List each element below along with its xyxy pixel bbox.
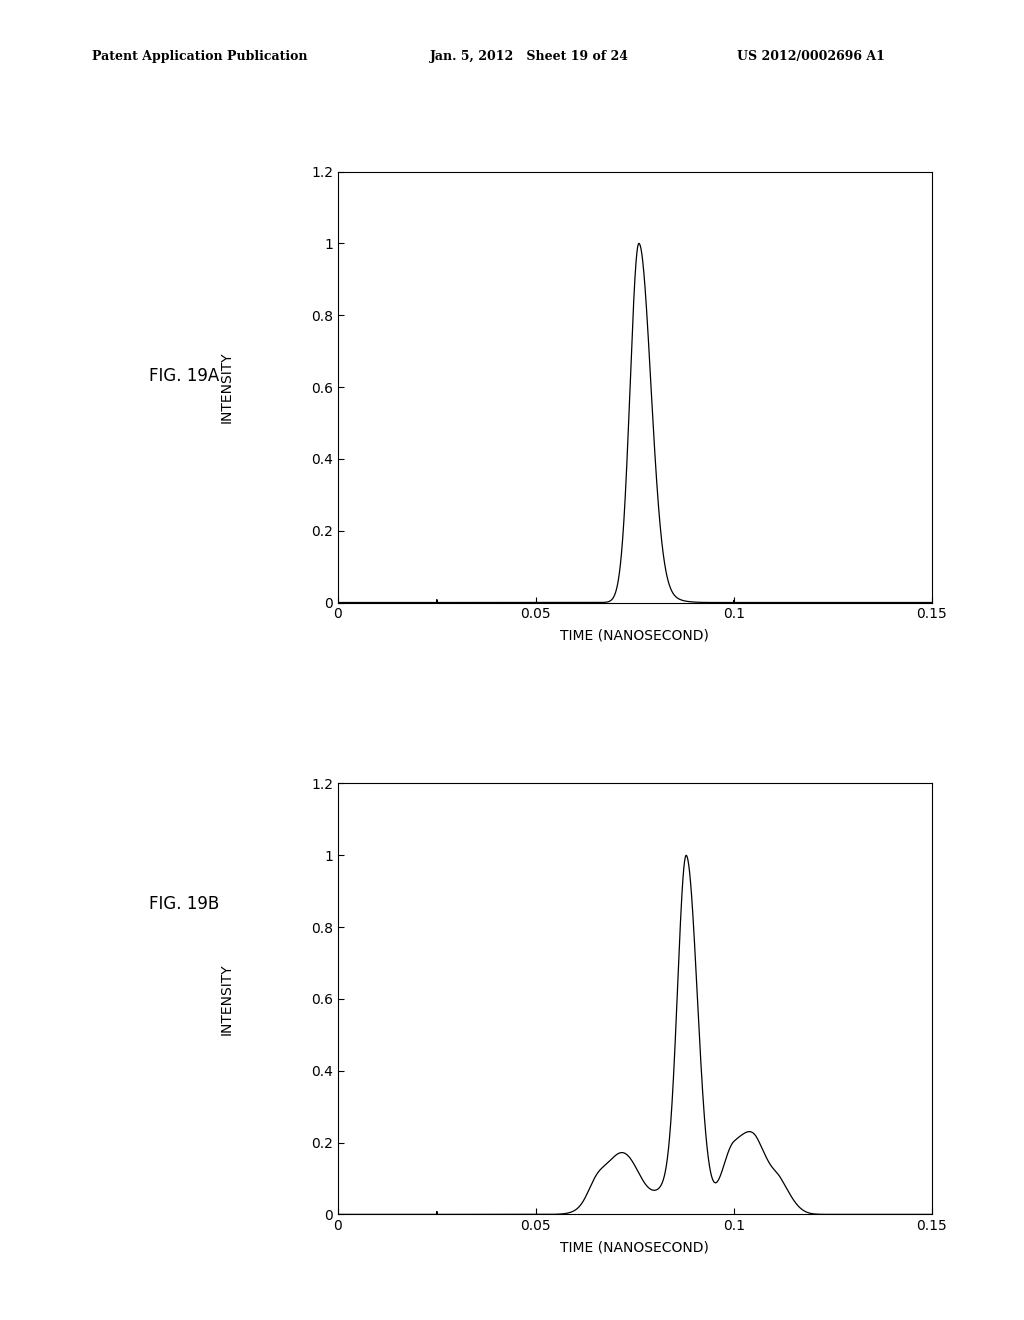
Text: US 2012/0002696 A1: US 2012/0002696 A1 (737, 50, 885, 63)
Y-axis label: INTENSITY: INTENSITY (220, 964, 233, 1035)
Text: FIG. 19A: FIG. 19A (150, 367, 219, 385)
Y-axis label: INTENSITY: INTENSITY (220, 351, 233, 422)
X-axis label: TIME (NANOSECOND): TIME (NANOSECOND) (560, 628, 710, 643)
Text: Patent Application Publication: Patent Application Publication (92, 50, 307, 63)
Text: FIG. 19B: FIG. 19B (150, 895, 219, 913)
X-axis label: TIME (NANOSECOND): TIME (NANOSECOND) (560, 1241, 710, 1254)
Text: Jan. 5, 2012   Sheet 19 of 24: Jan. 5, 2012 Sheet 19 of 24 (430, 50, 629, 63)
